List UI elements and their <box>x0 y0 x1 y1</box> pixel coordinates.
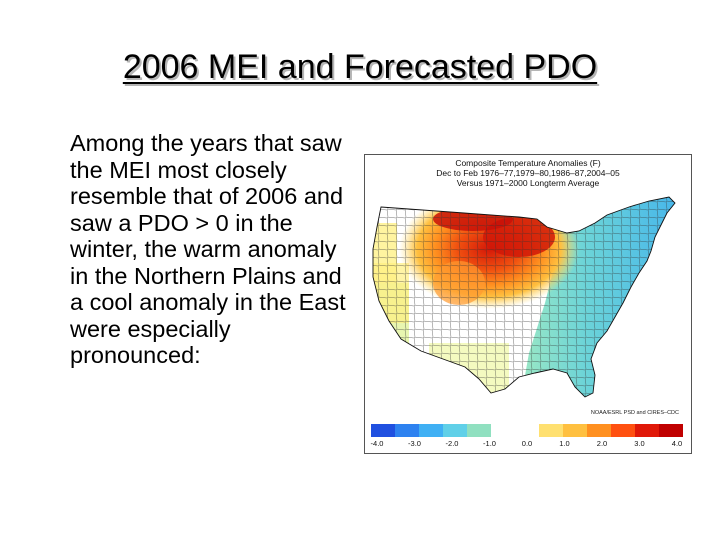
color-scale-swatch <box>443 424 467 437</box>
color-scale-tick-label: -3.0 <box>408 439 421 448</box>
color-scale-swatch <box>515 424 539 437</box>
map-credit: NOAA/ESRL PSD and CIRES–CDC <box>590 410 679 416</box>
color-scale-tick-label: 1.0 <box>559 439 570 448</box>
slide-body-text: Among the years that saw the MEI most cl… <box>70 130 346 368</box>
color-scale-tick-label: 4.0 <box>671 439 683 448</box>
map-title-line-2: Dec to Feb 1976–77,1979–80,1986–87,2004–… <box>436 168 620 178</box>
color-scale-tick-label: 2.0 <box>596 439 608 448</box>
color-scale-swatch <box>491 424 515 437</box>
map-title-line-1: Composite Temperature Anomalies (F) <box>455 158 601 168</box>
color-scale-tick-label: -4.0 <box>370 439 384 448</box>
color-scale-tick-label: 3.0 <box>634 439 645 448</box>
color-scale-swatch <box>611 424 635 437</box>
color-scale-swatch <box>587 424 611 437</box>
color-scale-swatch <box>659 424 683 437</box>
us-anomaly-map <box>372 196 676 398</box>
temperature-anomaly-map: Composite Temperature Anomalies (F) Dec … <box>364 154 692 454</box>
color-scale-swatch <box>635 424 659 437</box>
color-scale-bar <box>371 424 683 437</box>
color-scale-swatch <box>395 424 419 437</box>
color-scale-swatch <box>539 424 563 437</box>
color-scale-tick-label: -1.0 <box>483 439 496 448</box>
map-title: Composite Temperature Anomalies (F) Dec … <box>365 158 691 188</box>
color-scale-tick-label: -2.0 <box>445 439 459 448</box>
color-scale-tick-label: 0.0 <box>521 439 533 448</box>
color-scale-swatch <box>419 424 443 437</box>
color-scale-swatch <box>563 424 587 437</box>
slide-title: 2006 MEI and Forecasted PDO <box>122 48 598 86</box>
map-title-line-3: Versus 1971–2000 Longterm Average <box>456 178 600 188</box>
color-scale-swatch <box>467 424 491 437</box>
color-scale-swatch <box>371 424 395 437</box>
color-scale-ticks: -4.0 -3.0 -2.0 -1.0 0.0 1.0 2.0 3.0 4.0 <box>371 439 683 449</box>
